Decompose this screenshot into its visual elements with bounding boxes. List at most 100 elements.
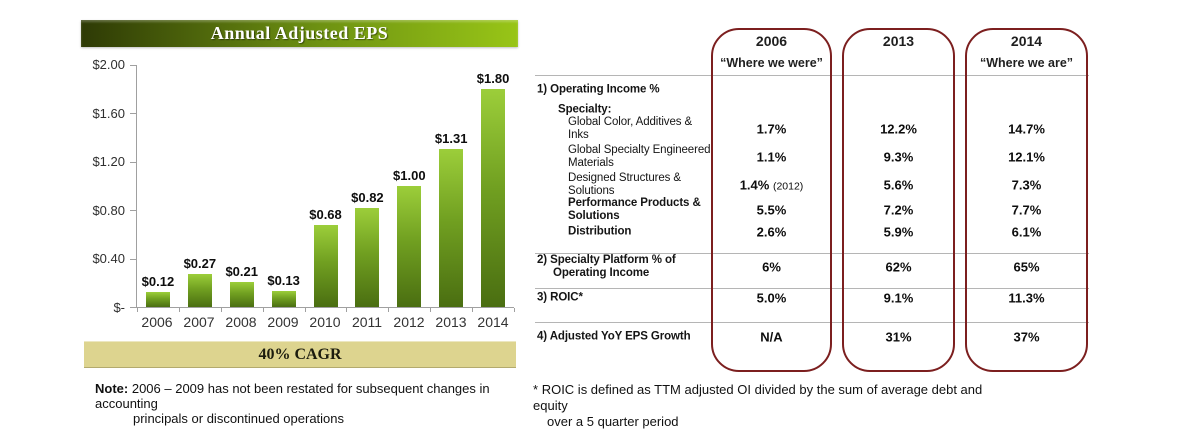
y-axis-label: $0.40: [92, 251, 125, 267]
footnote-marker: *: [533, 382, 539, 397]
eps-bar: [355, 207, 380, 307]
table-row: Specialty:: [535, 102, 1091, 118]
eps-bar: [229, 281, 254, 307]
cell-value: N/A: [760, 329, 783, 345]
cell-value: 31%: [885, 329, 912, 345]
x-axis-tick: [430, 308, 432, 312]
eps-bar: [313, 224, 338, 307]
note-line2: principals or discontinued operations: [133, 411, 345, 426]
chart-title-banner: Annual Adjusted EPS: [81, 20, 518, 47]
x-axis-label: 2007: [183, 314, 215, 330]
y-axis-tick: [130, 161, 136, 163]
note-label: Note:: [95, 381, 129, 396]
column-header-subtitle: “Where we are”: [979, 56, 1074, 70]
x-axis-label: 2006: [141, 314, 173, 330]
x-axis-label: 2008: [225, 314, 257, 330]
cell-value: 5.0%: [756, 290, 787, 306]
bar-column: $0.21: [221, 65, 263, 307]
cell-value: 5.9%: [883, 224, 914, 240]
cell-value: 5.5%: [756, 202, 787, 218]
cell-value: 7.2%: [883, 202, 914, 218]
row-label: Global Specialty Engineered Materials: [568, 144, 711, 169]
table-row: 4) Adjusted YoY EPS Growth N/A 31% 37%: [535, 329, 1091, 345]
roic-footnote: * ROIC is defined as TTM adjusted OI div…: [533, 382, 1003, 430]
eps-bar: [481, 89, 506, 307]
table-row: Performance Products & Solutions 5.5% 7.…: [535, 195, 1091, 225]
eps-bar: [145, 292, 170, 307]
bar-value-label: $0.27: [183, 256, 217, 272]
table-row-divider: [535, 288, 1089, 289]
y-axis-label: $1.20: [92, 154, 125, 170]
bar-value-label: $0.21: [225, 263, 258, 279]
footnote-line2: over a 5 quarter period: [547, 414, 679, 429]
table-row-divider: [535, 322, 1089, 323]
x-axis-tick: [304, 308, 306, 312]
bar-column: $0.12: [137, 65, 179, 307]
cell-value: 1.7%: [756, 121, 787, 137]
table-row-divider: [535, 253, 1089, 254]
column-header-subtitle: “Where we were”: [720, 56, 823, 70]
cell-value: 14.7%: [1008, 121, 1045, 137]
y-axis-label: $2.00: [92, 57, 125, 72]
column-outline-2006: [711, 28, 832, 372]
x-axis-label: 2009: [267, 314, 299, 330]
bar-column: $0.68: [305, 65, 347, 307]
row-label: Designed Structures & Solutions: [568, 172, 681, 197]
bar-column: $1.31: [430, 65, 472, 307]
cell-value: 62%: [885, 259, 912, 275]
table-row: Designed Structures & Solutions 1.4% (20…: [535, 172, 1091, 197]
table-row: 3) ROIC* 5.0% 9.1% 11.3%: [535, 290, 1091, 306]
column-header-year: 2006: [755, 33, 788, 49]
x-axis-tick: [220, 308, 222, 312]
x-axis-label: 2011: [351, 314, 383, 330]
eps-bar: [187, 274, 212, 307]
bar-column: $0.13: [263, 65, 305, 307]
row-label: Specialty:: [558, 103, 612, 116]
column-outline-2013: [842, 28, 955, 372]
bar-column: $0.82: [346, 65, 388, 307]
table-row: Global Specialty Engineered Materials 1.…: [535, 142, 1091, 172]
y-axis-tick: [130, 258, 136, 260]
bar-column: $1.80: [472, 65, 514, 307]
cell-value: 1.1%: [756, 149, 787, 165]
x-axis-tick: [137, 308, 138, 312]
x-axis-tick: [388, 308, 390, 312]
bar-column: $0.27: [179, 65, 221, 307]
row-label: 1) Operating Income %: [537, 83, 660, 96]
table-row: 1) Operating Income %: [535, 82, 1091, 98]
cell-value: 11.3%: [1008, 290, 1045, 306]
cell-value: 9.1%: [883, 290, 914, 306]
x-axis-label: 2013: [435, 314, 467, 330]
eps-bar: [271, 291, 296, 307]
x-axis-tick: [472, 308, 474, 312]
bar-column: $1.00: [388, 65, 430, 307]
x-axis-label: 2012: [393, 314, 425, 330]
x-axis-label: 2010: [309, 314, 341, 330]
row-label: Global Color, Additives & Inks: [568, 116, 693, 141]
y-axis-tick: [130, 210, 136, 212]
x-axis-label: 2014: [477, 314, 509, 330]
comparison-table: 2006 2013 2014 “Where we were” “Where we…: [535, 20, 1091, 420]
cell-value: 65%: [1013, 259, 1040, 275]
y-axis-label: $-: [113, 300, 125, 315]
cell-value-note: (2012): [772, 180, 804, 193]
row-label: Distribution: [568, 225, 632, 238]
x-axis-tick: [178, 308, 180, 312]
y-axis-label: $1.60: [92, 105, 125, 121]
x-axis-tick: [262, 308, 264, 312]
cell-value: 12.1%: [1008, 149, 1045, 165]
table-row: Distribution 2.6% 5.9% 6.1%: [535, 224, 1091, 240]
row-label: 4) Adjusted YoY EPS Growth: [537, 330, 691, 343]
cell-value: 37%: [1013, 329, 1040, 345]
row-label: Performance Products & Solutions: [568, 197, 701, 222]
bar-value-label: $1.31: [434, 130, 468, 146]
note-line1: 2006 – 2009 has not been restated for su…: [95, 381, 490, 411]
y-axis-label: $0.80: [92, 202, 125, 218]
bar-value-label: $0.13: [267, 273, 300, 289]
column-header-year: 2013: [882, 33, 915, 49]
cell-value: 6%: [762, 259, 781, 275]
chart-note: Note: 2006 – 2009 has not been restated …: [95, 381, 530, 426]
footnote-line1: ROIC is defined as TTM adjusted OI divid…: [533, 382, 983, 413]
cell-value: 5.6%: [883, 177, 914, 193]
